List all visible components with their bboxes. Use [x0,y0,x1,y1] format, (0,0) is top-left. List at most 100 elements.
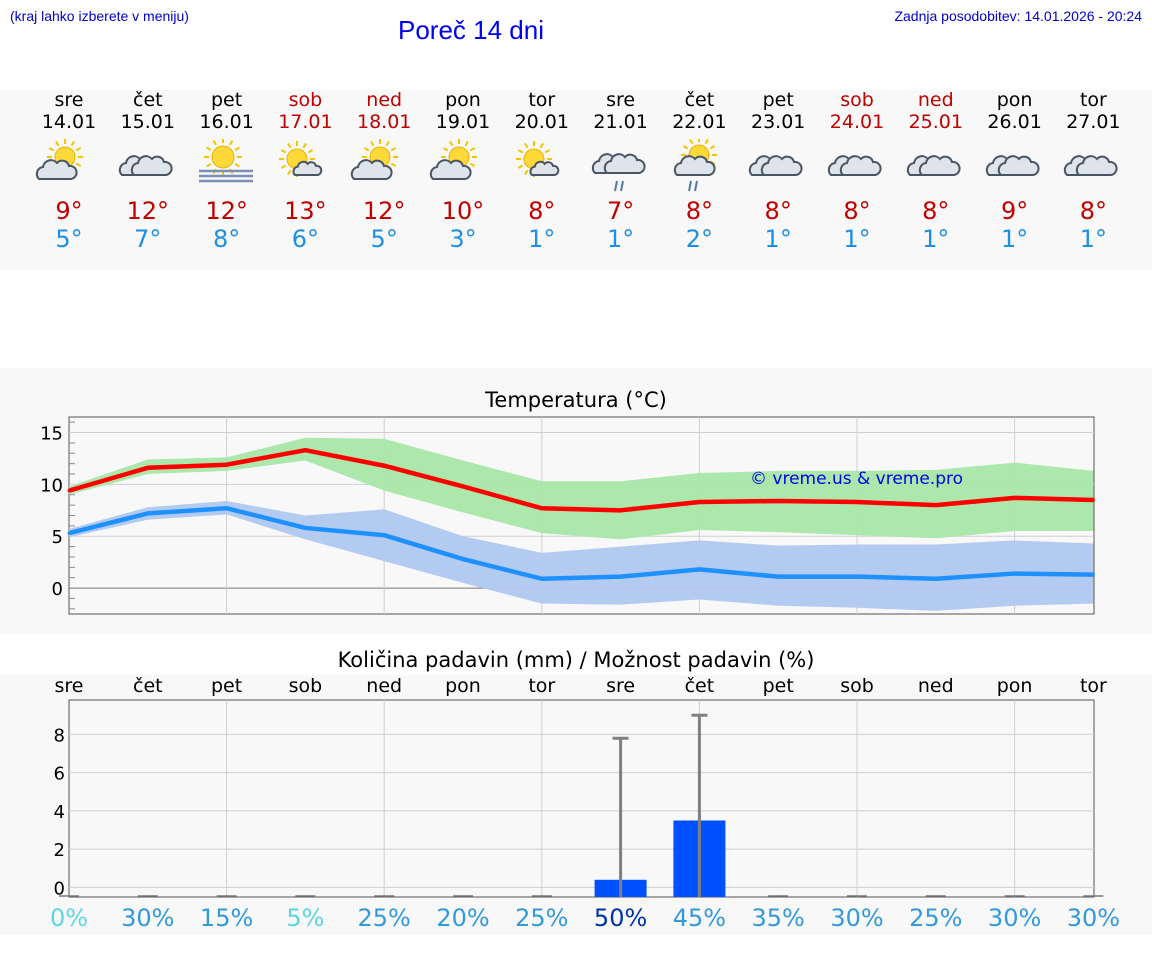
cloud-rain-icon [591,153,646,192]
min-point [303,526,307,530]
day-date: 22.01 [672,111,727,133]
precipitation-probability: 30% [988,904,1041,932]
location-hint[interactable]: (kraj lahko izberete v meniju) [10,8,189,24]
y-tick-label: 8 [54,725,65,746]
day-label: pon [445,675,481,697]
day-column: sob 17.01 13° 6° [265,89,345,253]
min-point [855,575,859,579]
max-temperature: 8° [843,197,871,225]
min-point [382,533,386,537]
day-label: ned [366,675,402,697]
min-point [619,575,623,579]
day-date: 17.01 [278,111,333,133]
plot-area [68,699,1095,898]
precipitation-probability: 25% [909,904,962,932]
day-date: 18.01 [356,111,412,133]
y-tick-label: 6 [54,764,65,785]
day-name: pon [445,89,481,111]
day-label: pet [211,675,242,697]
precipitation-probability: 30% [1067,904,1120,932]
cloud-icon [906,155,961,176]
day-column: pon 26.01 9° 1° [975,89,1055,253]
day-date: 24.01 [829,111,885,133]
day-name: pon [996,89,1033,111]
precipitation-probability: 30% [830,904,883,932]
day-label: tor [528,675,555,697]
sun-small-cloud-icon [279,141,323,177]
min-temperature: 5° [370,225,398,253]
day-name: sre [606,89,636,111]
day-column: čet 15.01 12° 7° [108,89,188,253]
min-temperature: 1° [1000,225,1029,253]
min-point [934,577,938,581]
max-point [540,506,544,510]
y-tick-label: 0 [54,878,65,899]
max-temperature: 7° [606,197,635,225]
day-name: sre [54,89,84,111]
min-temperature: 1° [606,225,635,253]
precipitation-probability: 45% [673,904,726,932]
min-temperature: 1° [528,225,556,253]
min-point [697,567,701,571]
cloud-icon [118,155,173,176]
min-point [225,506,229,510]
min-temperature: 8° [212,225,241,253]
min-temperature: 6° [291,225,320,253]
max-temperature: 8° [685,197,714,225]
day-label: čet [685,675,715,697]
day-date: 20.01 [514,111,569,133]
y-tick-label: 4 [54,802,65,823]
day-name: tor [528,89,556,111]
day-date: 23.01 [750,111,806,133]
day-name: pet [762,89,794,111]
day-column: sre 21.01 7° 1° [581,89,661,253]
max-point [1091,498,1095,502]
min-point [67,531,71,535]
y-tick-label: 15 [40,424,63,445]
day-column: pet 23.01 8° 1° [738,89,818,253]
cloud-icon [1064,155,1118,176]
precipitation-probability: 15% [200,904,253,932]
day-column: ned 18.01 12° 5° [344,89,424,253]
day-name: sob [840,89,874,111]
precipitation-probability: 50% [594,904,647,932]
day-date: 14.01 [41,111,97,133]
max-temperature: 12° [362,197,406,225]
forecast-strip [0,90,1152,270]
precipitation-probability: 0% [50,904,88,932]
max-point [855,500,859,504]
min-point [1013,572,1017,576]
day-column: sre 14.01 9° 5° [29,89,109,253]
y-tick-label: 5 [52,527,63,548]
day-column: ned 25.01 8° 1° [896,89,976,253]
min-temperature: 1° [922,225,950,253]
min-temperature: 5° [55,225,83,253]
precipitation-probability: 30% [121,904,174,932]
temperature-chart-title: Temperatura (°C) [485,388,667,412]
max-temperature: 12° [126,197,170,225]
min-temperature: 1° [1079,225,1108,253]
cloud-icon [749,155,803,176]
max-point [146,466,150,470]
day-column: tor 20.01 8° 1° [502,89,582,253]
max-point [934,503,938,507]
min-temperature: 7° [134,225,162,253]
day-name: pet [210,89,243,111]
day-name: ned [917,89,954,111]
day-label: ned [918,675,954,697]
y-tick-label: 2 [54,840,65,861]
precipitation-probability: 5% [286,904,324,932]
cloud-icon [985,155,1040,176]
daily-forecast: sre 14.01 9° 5° čet 15.01 12° 7° pet 16.01 12° 8° so… [0,0,1152,270]
min-point [540,577,544,581]
sun-small-cloud-icon [515,141,560,177]
max-point [303,448,307,452]
max-temperature-line [68,447,1094,513]
watermark: © vreme.us & vreme.pro [750,469,963,489]
max-temperature: 8° [764,197,792,225]
day-name: čet [133,89,163,111]
day-label: sre [55,675,84,697]
day-column: sob 24.01 8° 1° [817,89,897,253]
day-date: 26.01 [987,111,1042,133]
day-label: sob [840,675,874,697]
